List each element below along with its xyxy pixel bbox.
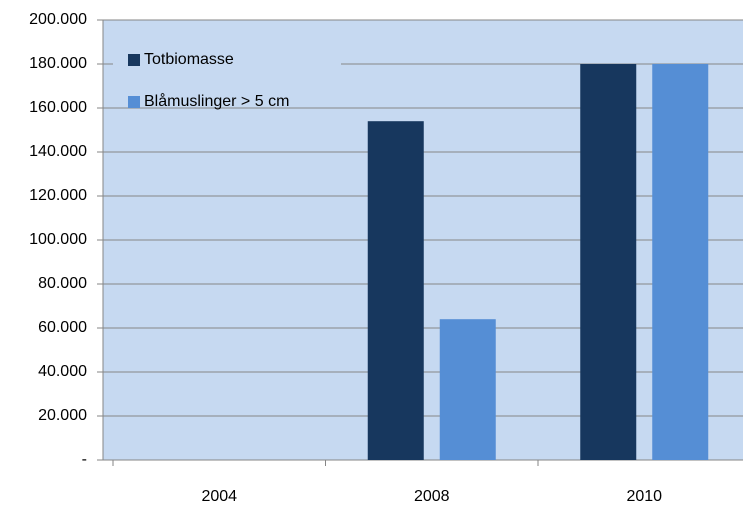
- legend-label: Blåmuslinger > 5 cm: [144, 92, 289, 110]
- y-tick-label: 120.000: [29, 187, 87, 204]
- x-tick-label: 2004: [201, 488, 237, 505]
- legend-box: [113, 36, 341, 106]
- y-tick-label: 140.000: [29, 143, 87, 160]
- y-tick-label: 200.000: [29, 11, 87, 28]
- y-tick-label: 20.000: [38, 407, 87, 424]
- legend-swatch: [128, 96, 140, 108]
- x-tick-label: 2010: [626, 488, 662, 505]
- y-tick-label: 60.000: [38, 319, 87, 336]
- y-tick-label: 160.000: [29, 99, 87, 116]
- bar: [580, 64, 637, 460]
- x-tick-label: 2008: [414, 488, 450, 505]
- bar: [652, 64, 709, 460]
- y-tick-label: 180.000: [29, 55, 87, 72]
- bar: [367, 121, 424, 460]
- bar: [439, 319, 496, 460]
- legend-swatch: [128, 54, 140, 66]
- legend-label: Totbiomasse: [144, 51, 234, 68]
- y-tick-label: -: [82, 451, 87, 468]
- y-tick-label: 80.000: [38, 275, 87, 292]
- y-tick-label: 40.000: [38, 363, 87, 380]
- y-tick-label: 100.000: [29, 231, 87, 248]
